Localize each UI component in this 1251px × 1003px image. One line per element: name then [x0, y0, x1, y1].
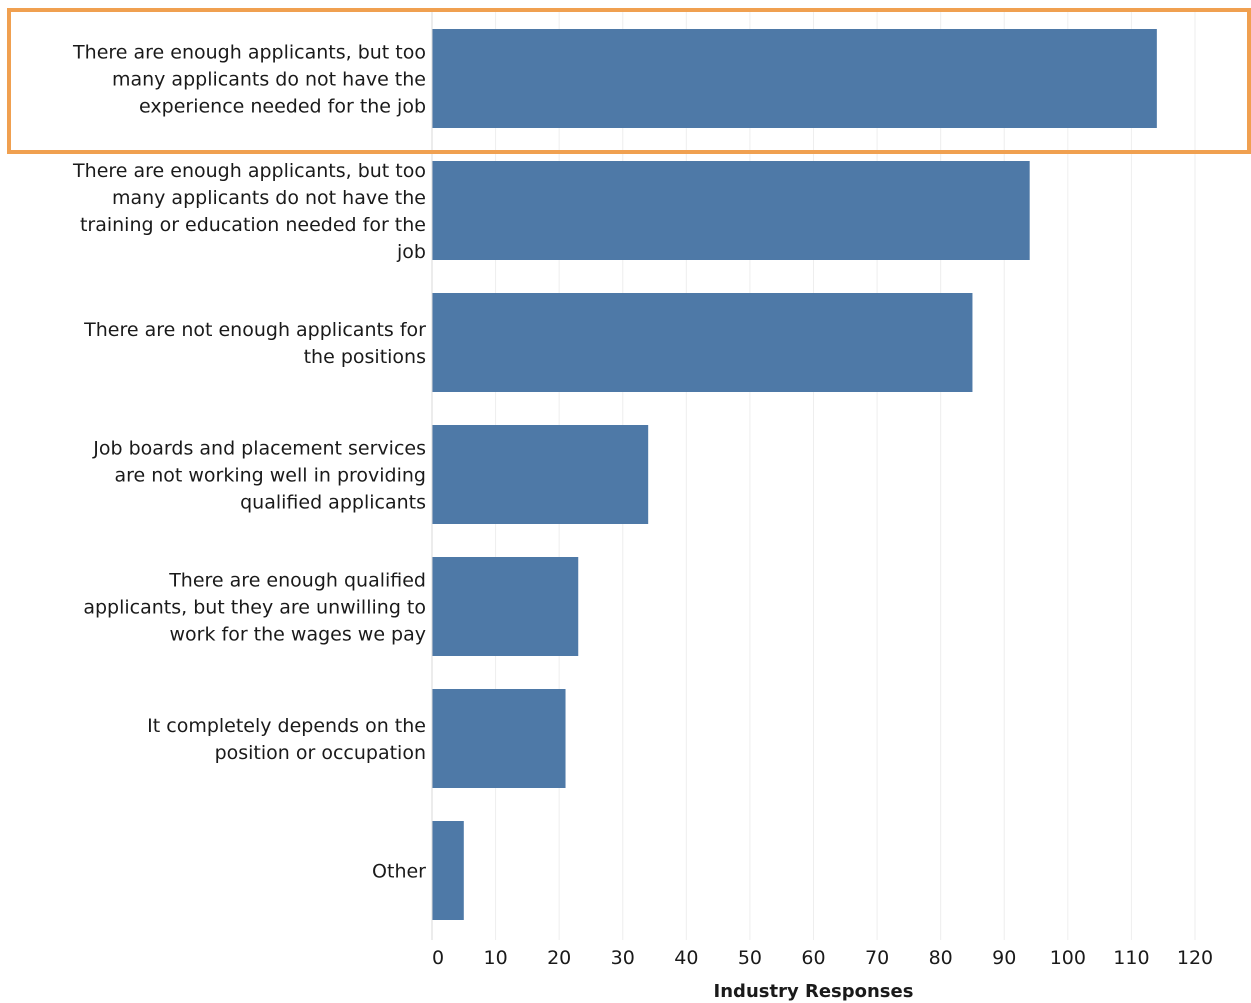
x-axis-title: Industry Responses: [714, 981, 914, 1002]
x-tick-label-50: 50: [738, 947, 762, 969]
highlight-box: [7, 8, 1251, 154]
x-tick-label-10: 10: [483, 947, 507, 969]
category-label-1: There are enough applicants, but too many…: [72, 42, 426, 118]
category-label-6: It completely depends on the position or …: [147, 715, 426, 764]
x-tick-label-90: 90: [992, 947, 1016, 969]
x-tick-label-60: 60: [801, 947, 825, 969]
bar-4: [432, 425, 649, 524]
category-label-2: There are enough applicants, but too many…: [72, 160, 426, 263]
bar-1: [432, 29, 1157, 128]
x-tick-label-100: 100: [1050, 947, 1086, 969]
bar-2: [432, 161, 1030, 260]
bar-6: [432, 689, 566, 788]
x-tick-label-20: 20: [547, 947, 571, 969]
x-tick-label-110: 110: [1113, 947, 1149, 969]
bar-5: [432, 557, 579, 656]
x-tick-label-40: 40: [674, 947, 698, 969]
x-tick-label-80: 80: [929, 947, 953, 969]
category-label-4: Job boards and placement services are not…: [92, 438, 426, 514]
bar-3: [432, 293, 973, 392]
x-tick-label-0: 0: [432, 947, 444, 969]
category-label-7: Other: [372, 861, 426, 883]
bar-7: [432, 821, 464, 920]
category-label-3: There are not enough applicants for the p…: [83, 319, 426, 368]
x-tick-label-30: 30: [611, 947, 635, 969]
category-label-5: There are enough qualified applicants, bu…: [83, 570, 426, 646]
x-tick-label-70: 70: [865, 947, 889, 969]
x-tick-label-120: 120: [1177, 947, 1213, 969]
